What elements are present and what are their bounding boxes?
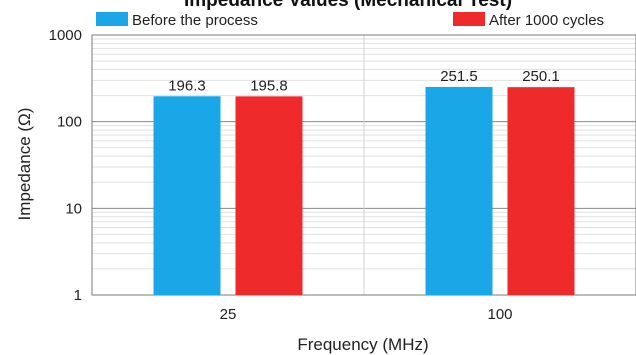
- bar: [425, 86, 493, 296]
- x-tick-labels: 25 100: [220, 306, 513, 323]
- bar-value-label: 195.8: [250, 77, 288, 94]
- plot-frame: [91, 34, 636, 296]
- bars: [153, 86, 575, 296]
- y-tick-label: 1: [74, 287, 82, 304]
- y-tick-label: 10: [65, 200, 82, 217]
- bar-value-label: 196.3: [168, 77, 206, 94]
- y-tick-label: 1000: [49, 27, 82, 44]
- chart-title: Impedance Values (Mechanical Test): [184, 0, 512, 11]
- bar-value-label: 251.5: [440, 68, 478, 85]
- x-axis-title: Frequency (MHz): [297, 335, 428, 354]
- y-tick-label: 100: [57, 114, 82, 131]
- x-tick-label: 100: [487, 306, 512, 323]
- legend: Before the process After 1000 cycles: [96, 12, 604, 29]
- y-tick-labels: 1 10 100 1000: [49, 27, 82, 304]
- x-tick-label: 25: [220, 306, 237, 323]
- legend-swatch: [96, 12, 128, 26]
- y-axis-title: Impedance (Ω): [15, 108, 34, 221]
- bar: [235, 96, 303, 295]
- bar: [153, 96, 221, 295]
- legend-label: After 1000 cycles: [489, 12, 604, 29]
- data-labels: 196.3 195.8 251.5 250.1: [168, 68, 560, 94]
- bar: [507, 87, 575, 295]
- bar-value-label: 250.1: [522, 68, 560, 85]
- legend-label: Before the process: [132, 12, 258, 29]
- legend-swatch: [453, 12, 485, 26]
